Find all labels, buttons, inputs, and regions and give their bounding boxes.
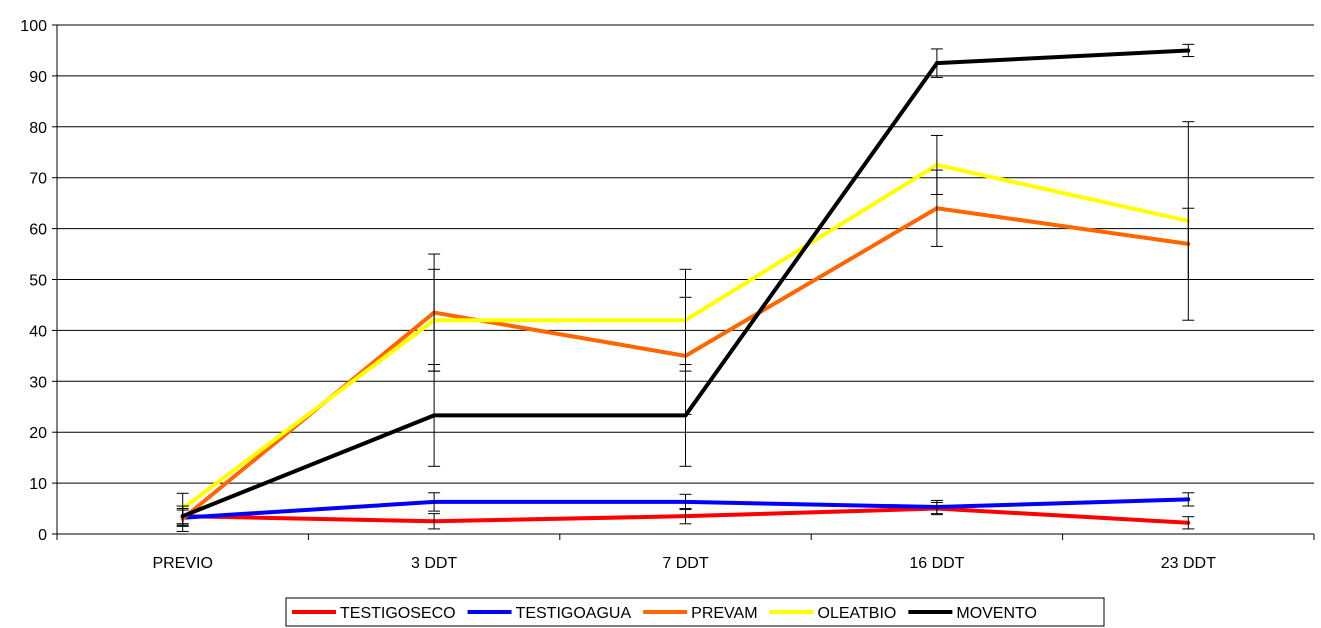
legend-item: OLEATBIO: [769, 605, 897, 622]
error-bar: [930, 134, 943, 195]
error-bar: [428, 513, 441, 530]
legend-item: PREVAM: [643, 605, 758, 622]
error-bar: [1182, 43, 1195, 58]
y-tick-label: 70: [29, 171, 47, 188]
legend: TESTIGOSECO TESTIGOAGUA PREVAM OLEATBIO MOVE…: [285, 597, 1105, 627]
error-bar: [1182, 121, 1195, 321]
legend-label: PREVAM: [691, 605, 757, 622]
y-tick-label: 20: [29, 425, 47, 442]
legend-item: MOVENTO: [908, 605, 1037, 622]
y-tick-label: 40: [29, 323, 47, 340]
axes: 0 10 20 30 40 50 60 70 80 90 100 PREVIO 3 DDT 7 DDT 16…: [20, 18, 1315, 572]
legend-label: TESTIGOSECO: [340, 605, 456, 622]
y-tick-label: 0: [38, 527, 47, 544]
x-tick-label: 16 DDT: [909, 555, 964, 572]
legend-label: OLEATBIO: [818, 605, 897, 622]
y-tick-label: 60: [29, 222, 47, 239]
error-bar: [1182, 516, 1195, 530]
legend-label: MOVENTO: [956, 605, 1037, 622]
x-tick-label: 7 DDT: [662, 555, 708, 572]
error-bar: [679, 364, 692, 467]
x-tick-label: 23 DDT: [1161, 555, 1216, 572]
error-bar: [428, 364, 441, 467]
x-tick-label: 3 DDT: [411, 555, 457, 572]
y-tick-label: 100: [20, 18, 47, 35]
x-tick-label: PREVIO: [152, 555, 212, 572]
legend-item: TESTIGOSECO: [292, 605, 456, 622]
y-tick-label: 80: [29, 120, 47, 137]
error-bar: [428, 492, 441, 512]
legend-item: TESTIGOAGUA: [467, 605, 632, 622]
legend-box: [285, 597, 1105, 627]
y-tick-label: 30: [29, 374, 47, 391]
error-bars: [176, 43, 1195, 532]
legend-label: TESTIGOAGUA: [516, 605, 632, 622]
error-bar: [1182, 492, 1195, 507]
y-tick-label: 90: [29, 69, 47, 86]
y-tick-label: 10: [29, 476, 47, 493]
error-bar: [176, 505, 189, 527]
error-bar: [930, 48, 943, 78]
y-tick-label: 50: [29, 273, 47, 290]
error-bar: [930, 499, 943, 515]
error-bar: [679, 493, 692, 511]
